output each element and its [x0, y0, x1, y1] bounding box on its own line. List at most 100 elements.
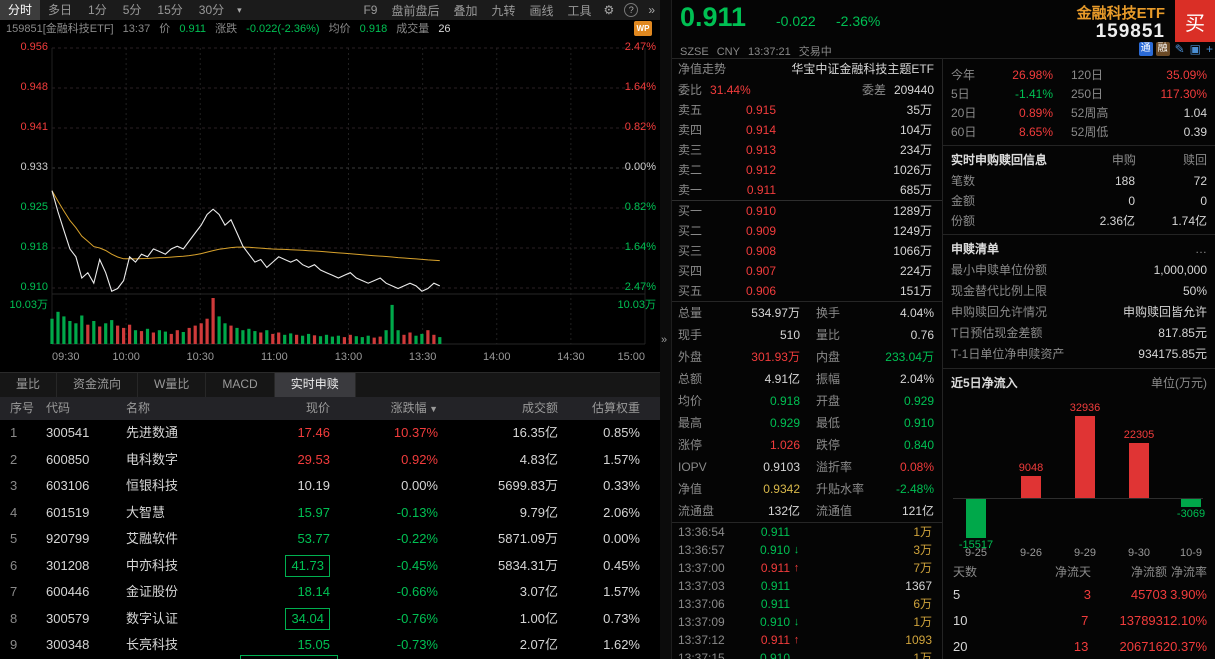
nav-trend-link[interactable]: 净值走势: [678, 62, 727, 76]
toolbar-item-2[interactable]: 叠加: [453, 3, 478, 18]
indicator-tab-2[interactable]: W量比: [138, 373, 207, 397]
holdings-header-2[interactable]: 名称: [126, 401, 151, 415]
toolbar-item-0[interactable]: F9: [363, 3, 378, 17]
holdings-header-1[interactable]: 代码: [46, 401, 71, 415]
cell-weight: 2.06%: [603, 504, 640, 520]
cell-name: 数字认证: [126, 610, 179, 626]
price-axis-label: 0.925: [20, 201, 48, 213]
ask-row-3[interactable]: 卖二 0.912 1026万: [678, 163, 932, 177]
quote-price: 0.911: [680, 2, 747, 32]
toolbar-tab-0[interactable]: 分时: [0, 0, 41, 20]
indicator-tab-1[interactable]: 资金流向: [57, 373, 139, 397]
add-icon[interactable]: +: [1205, 42, 1213, 56]
collapse-icon[interactable]: »: [661, 334, 668, 346]
info-panel: 今年 26.98% 120日 35.09% 5日 -1.41% 250日 117.30% 20日…: [943, 58, 1215, 659]
price-axis-label: 0.933: [20, 161, 48, 173]
badge-1[interactable]: 融: [1155, 42, 1170, 56]
volume-label: 成交量: [396, 23, 430, 35]
holdings-header-5[interactable]: 成交额: [521, 401, 558, 415]
percent-axis-label: 0.00%: [624, 161, 656, 173]
trading-status: 交易中: [798, 46, 832, 58]
toolbar-tab-4[interactable]: 15分: [157, 3, 183, 17]
toolbar-tab-2[interactable]: 1分: [88, 3, 107, 17]
tick-arrow-icon: ↑: [793, 634, 800, 646]
badge-0[interactable]: 通: [1138, 42, 1153, 56]
chevrons-right-icon[interactable]: »: [648, 3, 655, 17]
bid-row-4[interactable]: 买五 0.906 151万: [678, 284, 932, 298]
toolbar-tab-1[interactable]: 多日: [48, 3, 73, 17]
cell-name: 先进数通: [126, 425, 179, 440]
flow-section-header: 近5日净流入 单位(万元): [943, 372, 1215, 394]
security-name: 金融科技ETF: [1076, 5, 1165, 22]
holdings-row[interactable]: 4 601519 大智慧 15.97 -0.13% 9.79亿 2.06%: [0, 500, 660, 527]
screenshot-icon[interactable]: ▣: [1189, 42, 1201, 56]
quote-header: 0.911 -0.022 -2.36% 金融科技ETF 159851 买 SZS…: [672, 0, 1215, 59]
flow-x-label: 9-26: [1019, 547, 1043, 559]
weibi-label: 委比: [678, 83, 703, 97]
bid-row-2[interactable]: 买三 0.908 1066万: [678, 244, 932, 258]
holdings-table: 1 300541 先进数通 17.46 10.37% 16.35亿 0.85% 2 600850…: [0, 420, 660, 659]
cell-amount: 16.35亿: [512, 425, 558, 440]
cell-price: 34.04: [244, 606, 330, 633]
more-icon[interactable]: …: [1195, 242, 1207, 256]
bid-row-3[interactable]: 买四 0.907 224万: [678, 264, 932, 278]
cell-weight: 1.62%: [603, 637, 640, 652]
holdings-header-4[interactable]: 涨跌幅 ▼: [390, 401, 438, 415]
holdings-header-6[interactable]: 估算权重: [591, 401, 640, 415]
cell-no: 8: [10, 610, 18, 626]
cell-code: 300579: [46, 610, 90, 626]
cell-weight: 0.45%: [603, 557, 640, 573]
buy-button[interactable]: 买: [1175, 0, 1215, 42]
edit-icon[interactable]: ✎: [1174, 42, 1185, 56]
tick-arrow-icon: [790, 577, 803, 595]
holdings-row[interactable]: 8 300579 数字认证 34.04 -0.76% 1.00亿 0.73%: [0, 606, 660, 633]
holdings-row[interactable]: 5 920799 艾融软件 53.77 -0.22% 5871.09万 0.00%: [0, 526, 660, 553]
cell-code: 300541: [46, 425, 90, 440]
toolbar-item-5[interactable]: 工具: [567, 3, 592, 18]
holdings-row[interactable]: 3 603106 恒银科技 10.19 0.00% 5699.83万 0.33%: [0, 473, 660, 500]
cell-no: 3: [10, 478, 18, 493]
gear-icon[interactable]: ⚙: [603, 3, 615, 17]
price-axis-label: 0.910: [20, 281, 48, 293]
subscription-row-0: 笔数 188 72: [951, 174, 1207, 188]
performance-row-0: 今年 26.98% 120日 35.09%: [951, 68, 1207, 82]
holdings-header-0[interactable]: 序号: [10, 401, 35, 415]
indicator-tab-3[interactable]: MACD: [206, 373, 275, 397]
performance-grid: 今年 26.98% 120日 35.09% 5日 -1.41% 250日 117.30% 20日…: [943, 58, 1215, 142]
panel-splitter[interactable]: »: [660, 0, 672, 659]
toolbar-item-4[interactable]: 画线: [529, 3, 554, 18]
chevron-down-icon[interactable]: ▾: [237, 4, 242, 15]
cell-price: 17.46: [297, 425, 330, 440]
toolbar-tab-3[interactable]: 5分: [122, 3, 142, 17]
holdings-row[interactable]: 6 301208 中亦科技 41.73 -0.45% 5834.31万 0.45%: [0, 553, 660, 580]
holdings-row[interactable]: 9 300348 长亮科技 15.05 -0.73% 2.07亿 1.62%: [0, 632, 660, 659]
toolbar-item-3[interactable]: 九转: [491, 3, 516, 18]
flow-value-label: 22305: [1123, 428, 1155, 441]
cell-price: 53.77: [297, 531, 330, 546]
cell-name: 大智慧: [126, 504, 166, 520]
bid-row-1[interactable]: 买二 0.909 1249万: [678, 224, 932, 238]
cell-change: 10.37%: [393, 425, 438, 440]
holdings-row[interactable]: 2 600850 电科数字 29.53 0.92% 4.83亿 1.57%: [0, 447, 660, 474]
holdings-row[interactable]: 1 300541 先进数通 17.46 10.37% 16.35亿 0.85%: [0, 420, 660, 447]
flow-table-row-0: 5 3 45703 3.90%: [953, 587, 1207, 602]
chart-info-bar: 159851[金融科技ETF] 13:37 价 0.911 涨跌 -0.022(…: [6, 20, 656, 38]
holdings-row[interactable]: 7 600446 金证股份 18.14 -0.66% 3.07亿 1.57%: [0, 579, 660, 606]
indicator-tab-4[interactable]: 实时申赎: [274, 373, 356, 397]
ask-row-1[interactable]: 卖四 0.914 104万: [678, 123, 932, 137]
ask-row-2[interactable]: 卖三 0.913 234万: [678, 143, 932, 157]
toolbar-tab-5[interactable]: 30分: [198, 3, 225, 17]
flow-bar: [1075, 416, 1095, 498]
intraday-chart[interactable]: [0, 38, 660, 348]
help-icon[interactable]: ?: [624, 3, 639, 17]
ask-row-4[interactable]: 卖一 0.911 685万: [672, 180, 942, 201]
bid-row-0[interactable]: 买一 0.910 1289万: [678, 204, 932, 218]
cell-amount: 5834.31万: [498, 557, 558, 573]
holdings-header-3[interactable]: 现价: [305, 401, 330, 415]
cell-price: 41.73: [244, 553, 330, 580]
ask-row-0[interactable]: 卖五 0.915 35万: [678, 103, 932, 117]
wp-logo-icon: WP: [634, 21, 652, 36]
toolbar-item-1[interactable]: 盘前盘后: [391, 3, 440, 18]
cell-name: 恒银科技: [126, 478, 179, 493]
indicator-tab-0[interactable]: 量比: [0, 373, 58, 397]
